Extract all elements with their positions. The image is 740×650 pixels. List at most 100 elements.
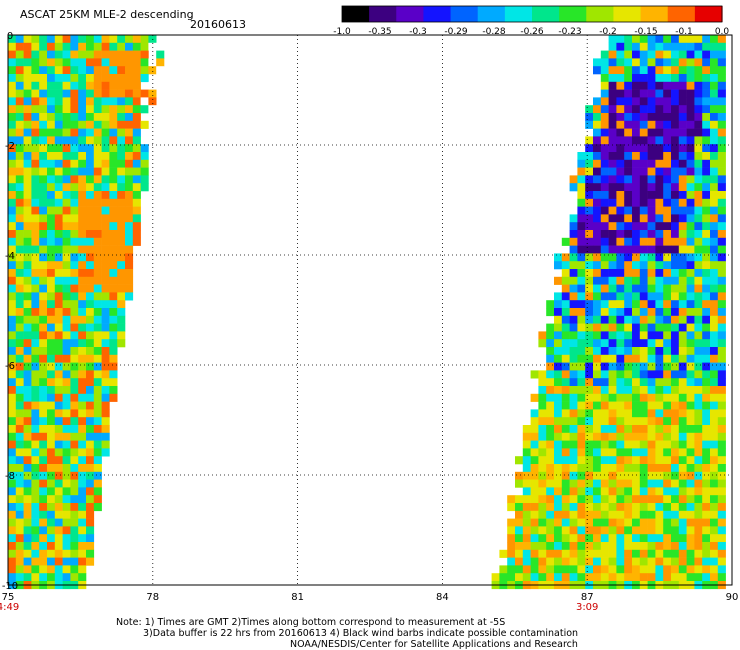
heatmap-cell: [639, 315, 648, 324]
heatmap-cell: [717, 471, 726, 480]
heatmap-cell: [655, 42, 664, 51]
heatmap-cell: [678, 300, 687, 309]
heatmap-cell: [15, 456, 24, 465]
heatmap-cell: [125, 35, 134, 44]
heatmap-cell: [717, 323, 726, 332]
heatmap-cell: [101, 58, 110, 67]
heatmap-cell: [608, 386, 617, 395]
heatmap-cell: [39, 276, 48, 285]
heatmap-cell: [62, 503, 71, 512]
heatmap-cell: [522, 487, 531, 496]
heatmap-cell: [686, 503, 695, 512]
heatmap-cell: [148, 81, 157, 90]
heatmap-cell: [577, 284, 586, 293]
heatmap-cell: [710, 191, 719, 200]
heatmap-cell: [702, 331, 711, 340]
heatmap-cell: [31, 74, 40, 83]
heatmap-cell: [569, 448, 578, 457]
heatmap-cell: [655, 58, 664, 67]
heatmap-cell: [54, 354, 63, 363]
heatmap-cell: [15, 50, 24, 59]
heatmap-cell: [694, 549, 703, 558]
heatmap-cell: [710, 518, 719, 527]
heatmap-cell: [671, 183, 680, 192]
heatmap-cell: [101, 152, 110, 161]
heatmap-cell: [694, 191, 703, 200]
heatmap-cell: [39, 565, 48, 574]
heatmap-cell: [717, 292, 726, 301]
heatmap-cell: [62, 323, 71, 332]
plot-frame: [7, 34, 733, 586]
heatmap-cell: [593, 230, 602, 239]
heatmap-cell: [632, 167, 641, 176]
heatmap-cell: [632, 284, 641, 293]
heatmap-cell: [31, 89, 40, 98]
heatmap-cell: [632, 393, 641, 402]
heatmap-cell: [109, 152, 118, 161]
colorbar-tick-label: -0.28: [482, 27, 506, 37]
heatmap-cell: [62, 230, 71, 239]
heatmap-cell: [8, 425, 17, 434]
heatmap-cell: [632, 331, 641, 340]
heatmap-cell: [15, 510, 24, 519]
heatmap-cell: [600, 534, 609, 543]
heatmap-cell: [101, 417, 110, 426]
heatmap-cell: [62, 152, 71, 161]
heatmap-cell: [561, 300, 570, 309]
heatmap-cell: [694, 230, 703, 239]
heatmap-cell: [671, 214, 680, 223]
heatmap-cell: [639, 191, 648, 200]
heatmap-cell: [554, 440, 563, 449]
heatmap-cell: [78, 230, 87, 239]
heatmap-cell: [109, 206, 118, 215]
colorbar-labels: -1.0 -0.35 -0.3 -0.29 -0.28 -0.26 -0.23 -0.2 -0.…: [333, 27, 729, 37]
heatmap-cell: [109, 81, 118, 90]
heatmap-cell: [561, 354, 570, 363]
heatmap-cell: [561, 534, 570, 543]
heatmap-cell: [710, 354, 719, 363]
heatmap-cell: [639, 495, 648, 504]
heatmap-cell: [101, 269, 110, 278]
heatmap-cell: [569, 276, 578, 285]
heatmap-cell: [694, 66, 703, 75]
heatmap-cell: [117, 276, 126, 285]
heatmap-cell: [663, 261, 672, 270]
heatmap-cell: [686, 518, 695, 527]
heatmap-cell: [78, 565, 87, 574]
heatmap-cell: [86, 425, 95, 434]
heatmap-cell: [132, 128, 141, 137]
heatmap-cell: [671, 557, 680, 566]
heatmap-cell: [608, 534, 617, 543]
heatmap-cell: [710, 565, 719, 574]
heatmap-cell: [78, 471, 87, 480]
heatmap-cell: [15, 230, 24, 239]
heatmap-cell: [499, 565, 508, 574]
heatmap-cell: [70, 292, 79, 301]
heatmap-cell: [671, 573, 680, 582]
heatmap-cell: [678, 425, 687, 434]
heatmap-cell: [671, 167, 680, 176]
heatmap-cell: [54, 557, 63, 566]
heatmap-cell: [678, 409, 687, 418]
heatmap-cell: [616, 432, 625, 441]
heatmap-cell: [702, 534, 711, 543]
heatmap-cell: [93, 128, 102, 137]
heatmap-cell: [593, 206, 602, 215]
heatmap-cell: [600, 58, 609, 67]
heatmap-cell: [593, 557, 602, 566]
heatmap-cell: [624, 105, 633, 114]
heatmap-cell: [593, 97, 602, 106]
heatmap-cell: [608, 113, 617, 122]
heatmap-cell: [70, 518, 79, 527]
heatmap-cell: [710, 214, 719, 223]
heatmap-cell: [655, 549, 664, 558]
heatmap-cell: [8, 448, 17, 457]
colorbar-tick-label: -1.0: [333, 27, 351, 37]
heatmap-cell: [39, 50, 48, 59]
heatmap-cell: [647, 66, 656, 75]
heatmap-cell: [632, 292, 641, 301]
heatmap-cell: [86, 487, 95, 496]
heatmap-cell: [101, 81, 110, 90]
heatmap-cell: [671, 35, 680, 44]
heatmap-cell: [23, 308, 32, 317]
